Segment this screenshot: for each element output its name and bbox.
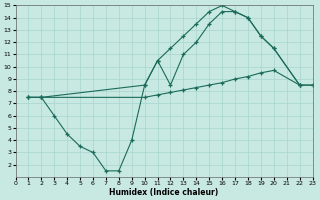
X-axis label: Humidex (Indice chaleur): Humidex (Indice chaleur) (109, 188, 219, 197)
